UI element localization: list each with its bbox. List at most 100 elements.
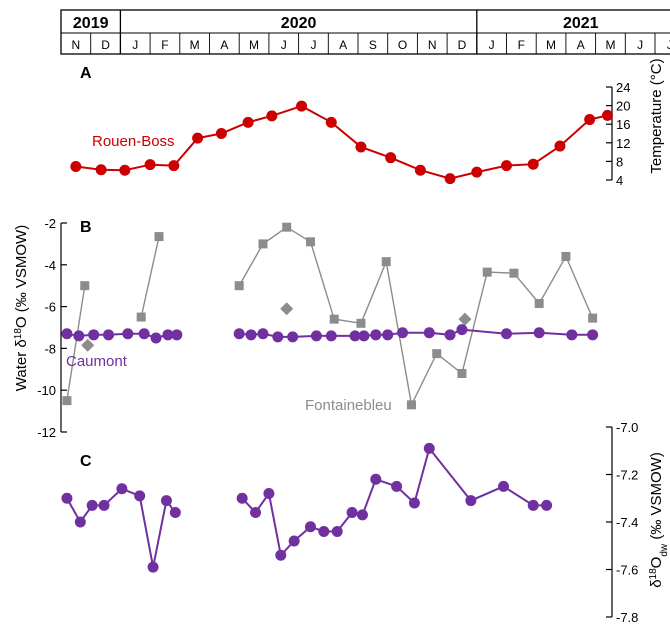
data-point bbox=[554, 140, 566, 152]
data-point bbox=[414, 164, 426, 176]
y-tick-label: -10 bbox=[37, 383, 56, 398]
series-diamond bbox=[81, 302, 472, 352]
data-point bbox=[527, 499, 539, 511]
panel-a-y-axis-label: Temperature (°C) bbox=[648, 58, 665, 173]
data-point bbox=[397, 327, 409, 339]
month-label: J bbox=[637, 38, 643, 52]
month-label: S bbox=[369, 38, 377, 52]
series-fontainebleu bbox=[62, 222, 598, 410]
data-point bbox=[296, 100, 308, 112]
data-point bbox=[233, 328, 245, 340]
panel-b-y-axis-label: Water δ18O (‰ VSMOW) bbox=[13, 225, 31, 391]
data-point bbox=[370, 329, 382, 341]
data-point bbox=[150, 332, 162, 344]
y-tick-label: -7.0 bbox=[616, 420, 638, 435]
data-point bbox=[329, 314, 339, 324]
month-label: J bbox=[310, 38, 316, 52]
data-point bbox=[533, 327, 545, 339]
series-label-rouen-boss: Rouen-Boss bbox=[92, 133, 175, 150]
data-point bbox=[458, 312, 472, 326]
data-point bbox=[81, 338, 95, 352]
superscript-18: 18 bbox=[13, 328, 24, 340]
panel-b-y-axis-label-text: Water δ bbox=[13, 339, 30, 391]
y-tick-label: 12 bbox=[616, 136, 630, 151]
series-rouen-boss bbox=[70, 100, 613, 185]
data-point bbox=[465, 495, 477, 507]
data-point bbox=[61, 328, 73, 340]
series-line bbox=[140, 236, 160, 318]
data-point bbox=[257, 328, 269, 340]
data-point bbox=[457, 368, 467, 378]
data-point bbox=[501, 328, 512, 340]
data-point bbox=[275, 549, 287, 561]
data-point bbox=[561, 251, 571, 261]
data-point bbox=[444, 329, 456, 341]
series-line bbox=[241, 446, 547, 558]
data-point bbox=[370, 473, 382, 485]
data-point bbox=[408, 497, 420, 509]
panel-c-plot bbox=[61, 442, 553, 573]
data-point bbox=[280, 302, 294, 316]
data-point bbox=[325, 116, 337, 128]
year-label-2020: 2020 bbox=[281, 15, 317, 32]
data-point bbox=[385, 152, 397, 164]
panel-c-y-axis-label: δ18Odw (‰ VSMOW) bbox=[648, 452, 670, 588]
data-point bbox=[61, 492, 73, 504]
data-point bbox=[122, 328, 134, 340]
panel-c-label: C bbox=[80, 453, 92, 470]
data-point bbox=[588, 313, 598, 323]
y-tick-label: -8 bbox=[44, 341, 56, 356]
panel-c-y-axis: -7.8 -7.6 -7.4 -7.2 -7.0 bbox=[606, 420, 638, 625]
year-label-2021: 2021 bbox=[563, 15, 599, 32]
data-point bbox=[534, 298, 544, 308]
month-label: M bbox=[605, 38, 615, 52]
data-point bbox=[250, 507, 262, 518]
month-label: A bbox=[577, 38, 585, 52]
data-point bbox=[192, 132, 204, 144]
data-point bbox=[245, 329, 257, 341]
month-label: D bbox=[101, 38, 110, 52]
panel-c: C -7.8 -7.6 -7.4 -7.2 -7.0 δ18Odw (‰ VSMOW) bbox=[61, 420, 670, 625]
month-label: J bbox=[132, 38, 138, 52]
data-point bbox=[169, 507, 181, 518]
label-delta: δ bbox=[648, 579, 665, 587]
data-point bbox=[587, 329, 599, 341]
subscript-dw: dw bbox=[659, 543, 670, 557]
y-tick-label: -7.8 bbox=[616, 610, 638, 625]
data-point bbox=[242, 116, 254, 128]
data-point bbox=[236, 492, 248, 504]
panel-a-y-axis: 4 8 12 16 20 24 bbox=[606, 80, 630, 188]
data-point bbox=[501, 160, 512, 172]
data-point bbox=[73, 330, 85, 342]
data-point bbox=[258, 239, 268, 249]
panel-a-plot bbox=[70, 100, 613, 185]
y-tick-label: -2 bbox=[44, 216, 56, 231]
month-label: J bbox=[489, 38, 495, 52]
data-point bbox=[263, 488, 275, 499]
data-point bbox=[98, 499, 110, 511]
y-tick-label: 24 bbox=[616, 80, 630, 95]
data-point bbox=[272, 331, 284, 343]
data-point bbox=[103, 329, 115, 341]
data-point bbox=[147, 561, 159, 573]
data-point bbox=[356, 509, 368, 521]
data-point bbox=[134, 490, 146, 502]
month-label: F bbox=[161, 38, 168, 52]
data-point bbox=[266, 110, 278, 122]
data-point bbox=[234, 281, 244, 291]
data-point bbox=[288, 535, 300, 547]
year-label-2019: 2019 bbox=[73, 15, 109, 32]
panel-b-plot bbox=[61, 222, 599, 410]
data-point bbox=[423, 442, 435, 454]
series-line bbox=[66, 285, 86, 401]
y-tick-label: -4 bbox=[44, 258, 56, 273]
data-point bbox=[381, 257, 391, 267]
data-point bbox=[74, 516, 86, 528]
month-label: J bbox=[281, 38, 287, 52]
data-point bbox=[471, 166, 483, 178]
panel-b: B -12 -10 -8 -6 -4 -2 Water δ18O (‰ VSMOW) Ca… bbox=[13, 216, 599, 440]
data-point bbox=[498, 480, 510, 492]
data-point bbox=[382, 329, 394, 341]
panel-b-y-axis: -12 -10 -8 -6 -4 -2 bbox=[37, 216, 67, 440]
data-point bbox=[318, 526, 330, 537]
